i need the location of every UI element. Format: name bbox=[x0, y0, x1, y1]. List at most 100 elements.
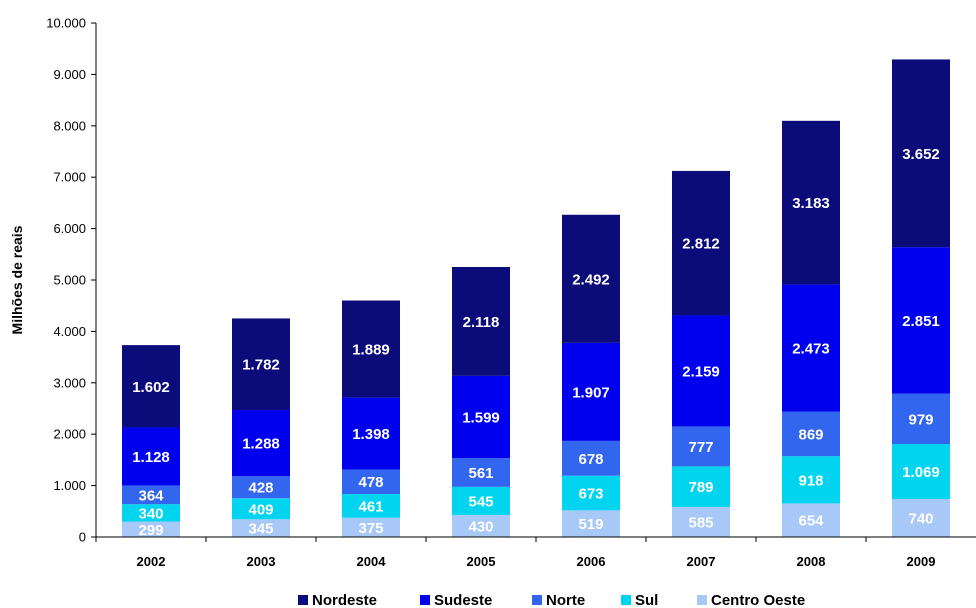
legend-label-centro-oeste: Centro Oeste bbox=[711, 592, 805, 608]
bar-norte bbox=[232, 476, 290, 499]
bar-centro-oeste bbox=[122, 521, 180, 537]
bar-centro-oeste bbox=[782, 503, 840, 537]
bar-sudeste bbox=[782, 284, 840, 412]
data-label-norte: 979 bbox=[908, 411, 933, 428]
data-label-centro-oeste: 345 bbox=[248, 521, 273, 538]
bar-sul bbox=[122, 504, 180, 522]
data-label-nordeste: 2.812 bbox=[682, 236, 720, 253]
x-tick-label: 2005 bbox=[467, 554, 496, 569]
data-label-centro-oeste: 375 bbox=[358, 520, 383, 537]
bar-norte bbox=[672, 426, 730, 467]
data-label-norte: 428 bbox=[248, 480, 273, 497]
data-label-sudeste: 1.599 bbox=[462, 409, 500, 426]
legend-label-norte: Norte bbox=[546, 592, 585, 608]
y-tick-label: 5.000 bbox=[53, 273, 86, 288]
bar-sudeste bbox=[232, 410, 290, 477]
y-tick-label: 2.000 bbox=[53, 427, 86, 442]
y-tick-label: 9.000 bbox=[53, 67, 86, 82]
bar-sul bbox=[782, 456, 840, 504]
x-tick-label: 2006 bbox=[577, 554, 606, 569]
bar-centro-oeste bbox=[672, 506, 730, 537]
data-label-sul: 1.069 bbox=[902, 464, 940, 481]
data-label-nordeste: 1.782 bbox=[242, 357, 280, 374]
bar-centro-oeste bbox=[452, 514, 510, 537]
bar-nordeste bbox=[782, 120, 840, 285]
data-label-sul: 545 bbox=[468, 493, 493, 510]
data-label-norte: 678 bbox=[578, 451, 603, 468]
data-label-norte: 561 bbox=[468, 465, 493, 482]
data-label-centro-oeste: 519 bbox=[578, 516, 603, 533]
data-label-centro-oeste: 654 bbox=[798, 513, 824, 530]
data-label-nordeste: 3.652 bbox=[902, 146, 940, 163]
bar-sudeste bbox=[562, 342, 620, 441]
y-tick-label: 8.000 bbox=[53, 118, 86, 133]
legend-swatch-norte bbox=[532, 595, 542, 605]
bar-nordeste bbox=[122, 345, 180, 428]
bar-sul bbox=[672, 466, 730, 507]
bar-norte bbox=[892, 393, 950, 445]
bar-norte bbox=[122, 485, 180, 505]
legend-swatch-centro-oeste bbox=[697, 595, 707, 605]
data-label-sul: 461 bbox=[358, 498, 383, 515]
data-label-sul: 918 bbox=[798, 472, 823, 489]
legend-label-sul: Sul bbox=[635, 592, 658, 608]
data-label-nordeste: 1.602 bbox=[132, 379, 170, 396]
y-axis: 0 1.000 2.000 3.000 4.000 5.000 6.000 7.000 8.00… bbox=[46, 16, 97, 545]
legend-label-nordeste: Nordeste bbox=[312, 592, 377, 608]
y-tick-label: 10.000 bbox=[46, 16, 86, 31]
bar-nordeste bbox=[342, 300, 400, 398]
x-tick-label: 2009 bbox=[907, 554, 936, 569]
bar-centro-oeste bbox=[342, 517, 400, 537]
bar-sudeste bbox=[672, 315, 730, 427]
bar-centro-oeste bbox=[232, 519, 290, 537]
data-label-sudeste: 2.473 bbox=[792, 340, 830, 357]
data-label-nordeste: 3.183 bbox=[792, 195, 830, 212]
bar-norte bbox=[782, 411, 840, 457]
x-tick-label: 2002 bbox=[137, 554, 166, 569]
x-tick-label: 2004 bbox=[357, 554, 387, 569]
bar-norte bbox=[342, 469, 400, 495]
data-label-nordeste: 1.889 bbox=[352, 342, 390, 359]
bar-norte bbox=[562, 440, 620, 476]
data-label-norte: 478 bbox=[358, 474, 383, 491]
y-tick-label: 7.000 bbox=[53, 170, 86, 185]
bar-sul bbox=[342, 494, 400, 518]
data-label-sul: 340 bbox=[138, 505, 163, 522]
bar-sul bbox=[562, 475, 620, 511]
data-label-centro-oeste: 740 bbox=[908, 510, 933, 527]
data-label-nordeste: 2.118 bbox=[463, 314, 500, 331]
data-label-norte: 869 bbox=[798, 426, 823, 443]
bar-sudeste bbox=[122, 427, 180, 486]
legend-swatch-nordeste bbox=[298, 595, 308, 605]
bar-centro-oeste bbox=[892, 498, 950, 537]
data-label-centro-oeste: 299 bbox=[138, 522, 163, 539]
legend-swatch-sudeste bbox=[420, 595, 430, 605]
bar-sul bbox=[232, 498, 290, 520]
y-tick-label: 3.000 bbox=[53, 375, 86, 390]
bar-sul bbox=[452, 486, 510, 515]
bar-sul bbox=[892, 444, 950, 499]
data-label-sul: 409 bbox=[248, 501, 273, 518]
bar-nordeste bbox=[562, 214, 620, 343]
bar-sudeste bbox=[452, 375, 510, 459]
data-label-norte: 364 bbox=[138, 487, 164, 504]
x-axis: 2002 2003 2004 2005 2006 2007 2008 2009 bbox=[95, 536, 976, 569]
data-label-norte: 777 bbox=[688, 439, 713, 456]
legend-swatch-sul bbox=[621, 595, 631, 605]
y-tick-label: 4.000 bbox=[53, 324, 86, 339]
bar-centro-oeste bbox=[562, 510, 620, 537]
data-label-sudeste: 2.159 bbox=[682, 363, 720, 380]
bar-sudeste bbox=[892, 247, 950, 394]
x-tick-label: 2008 bbox=[797, 554, 826, 569]
bar-nordeste bbox=[232, 318, 290, 411]
x-tick-label: 2003 bbox=[247, 554, 276, 569]
legend: Nordeste Sudeste Norte Sul Centro Oeste bbox=[298, 592, 805, 608]
y-axis-label: Milhões de reais bbox=[9, 225, 25, 334]
bar-sudeste bbox=[342, 397, 400, 470]
x-tick-label: 2007 bbox=[687, 554, 716, 569]
data-label-sul: 789 bbox=[688, 479, 713, 496]
data-label-centro-oeste: 585 bbox=[688, 514, 713, 531]
legend-label-sudeste: Sudeste bbox=[434, 592, 492, 608]
